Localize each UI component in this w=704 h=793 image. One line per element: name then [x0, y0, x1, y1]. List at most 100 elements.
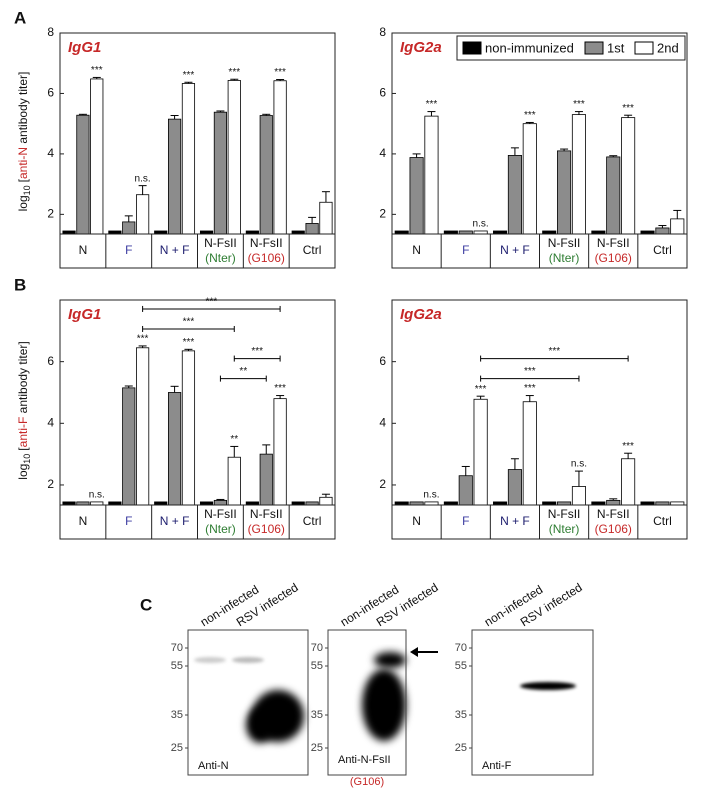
error-bar [308, 216, 317, 224]
bar [606, 499, 621, 506]
error-bar [124, 385, 133, 388]
error-bar [609, 498, 618, 501]
comparison-bracket [219, 375, 267, 382]
significance-label: *** [274, 67, 286, 78]
error-bar [609, 155, 618, 157]
marker-label: 55 [171, 660, 183, 672]
error-bar [560, 148, 569, 151]
panel-label: A [14, 8, 26, 27]
error-bar [78, 113, 87, 116]
marker-label: 70 [455, 642, 467, 654]
comparison-label: *** [206, 297, 218, 308]
plot-frame [391, 299, 688, 506]
error-bar [321, 191, 330, 203]
bar [409, 157, 424, 235]
bar [507, 469, 522, 506]
bar [522, 123, 537, 235]
bar [273, 80, 287, 235]
chart-title: IgG2a [400, 39, 442, 56]
y-tick-label: 2 [379, 477, 386, 491]
x-tick-label: N [412, 243, 421, 257]
significance-label: n.s. [423, 490, 439, 501]
bar [507, 155, 522, 235]
y-tick-label: 4 [379, 146, 386, 160]
x-tick-sublabel: (Nter) [205, 251, 236, 265]
y-label-part: antibody titer] [16, 341, 30, 416]
y-axis-label: log10 [anti-F antibody titer] [16, 341, 32, 479]
x-tick-label: N [412, 514, 421, 528]
y-tick-label: 2 [379, 207, 386, 221]
error-bar [658, 225, 667, 228]
error-bar [321, 493, 330, 498]
x-tick-label: F [125, 243, 132, 257]
error-bar [525, 395, 534, 402]
bar [571, 114, 586, 235]
legend-label: non-immunized [485, 40, 574, 55]
comparison-label: *** [549, 346, 561, 357]
x-tick-label: N-FsII [204, 507, 237, 521]
comparison-label: *** [251, 346, 263, 357]
y-label-part: log [16, 195, 30, 211]
x-tick-label: N + F [500, 243, 530, 257]
marker-label: 70 [171, 642, 183, 654]
bar [259, 453, 273, 506]
x-tick-label: N-FsII [597, 507, 630, 521]
bar [319, 496, 333, 506]
x-tick-label: N-FsII [250, 236, 283, 250]
y-label-base: 10 [22, 454, 32, 464]
blot-bands [194, 647, 576, 743]
comparison-label: ** [239, 366, 247, 377]
error-bar [624, 452, 633, 459]
error-bar [92, 76, 101, 79]
significance-label: *** [228, 67, 240, 78]
bar [557, 150, 572, 235]
plot-frame [59, 299, 336, 506]
bar [259, 115, 273, 235]
bar [621, 117, 636, 235]
x-tick-sublabel: (G106) [595, 251, 632, 265]
y-tick-label: 6 [47, 354, 54, 368]
significance-label: *** [183, 337, 195, 348]
significance-label: *** [524, 110, 536, 121]
bar [167, 118, 182, 235]
marker-label: 35 [455, 709, 467, 721]
x-tick-label: N-FsII [548, 236, 581, 250]
bar [670, 218, 685, 235]
x-tick-sublabel: (Nter) [549, 251, 580, 265]
bar [273, 398, 287, 506]
x-tick-label: N-FsII [548, 507, 581, 521]
error-bar [525, 121, 534, 124]
significance-label: n.s. [135, 173, 151, 184]
y-tick-label: 8 [47, 25, 54, 39]
significance-label: *** [183, 70, 195, 81]
error-bar [230, 78, 239, 81]
significance-label: *** [426, 99, 438, 110]
error-bar [138, 185, 147, 195]
error-bar [412, 153, 421, 158]
bar [621, 458, 636, 506]
significance-label: n.s. [89, 490, 105, 501]
bar [122, 221, 136, 235]
marker-label: 25 [311, 742, 323, 754]
error-bar [230, 445, 239, 458]
x-tick-label: N-FsII [597, 236, 630, 250]
bar [136, 194, 150, 235]
antibody-label: Anti-N [198, 760, 229, 772]
y-label-part: antibody titer] [16, 72, 30, 147]
x-tick-label: F [462, 514, 469, 528]
chart-title: IgG1 [68, 306, 101, 323]
y-label-base: 10 [22, 185, 32, 195]
x-tick-label: Ctrl [303, 514, 322, 528]
error-bar [510, 458, 519, 470]
bar [606, 156, 621, 235]
legend-swatch [584, 41, 604, 55]
significance-label: n.s. [571, 459, 587, 470]
error-bar [216, 498, 225, 501]
panel-label: B [14, 275, 26, 294]
marker-label: 55 [455, 660, 467, 672]
x-tick-sublabel: (G106) [248, 251, 285, 265]
y-tick-label: 8 [379, 25, 386, 39]
x-tick-sublabel: (G106) [248, 522, 285, 536]
x-tick-label: N-FsII [250, 507, 283, 521]
y-label-term: anti-N [16, 147, 30, 179]
